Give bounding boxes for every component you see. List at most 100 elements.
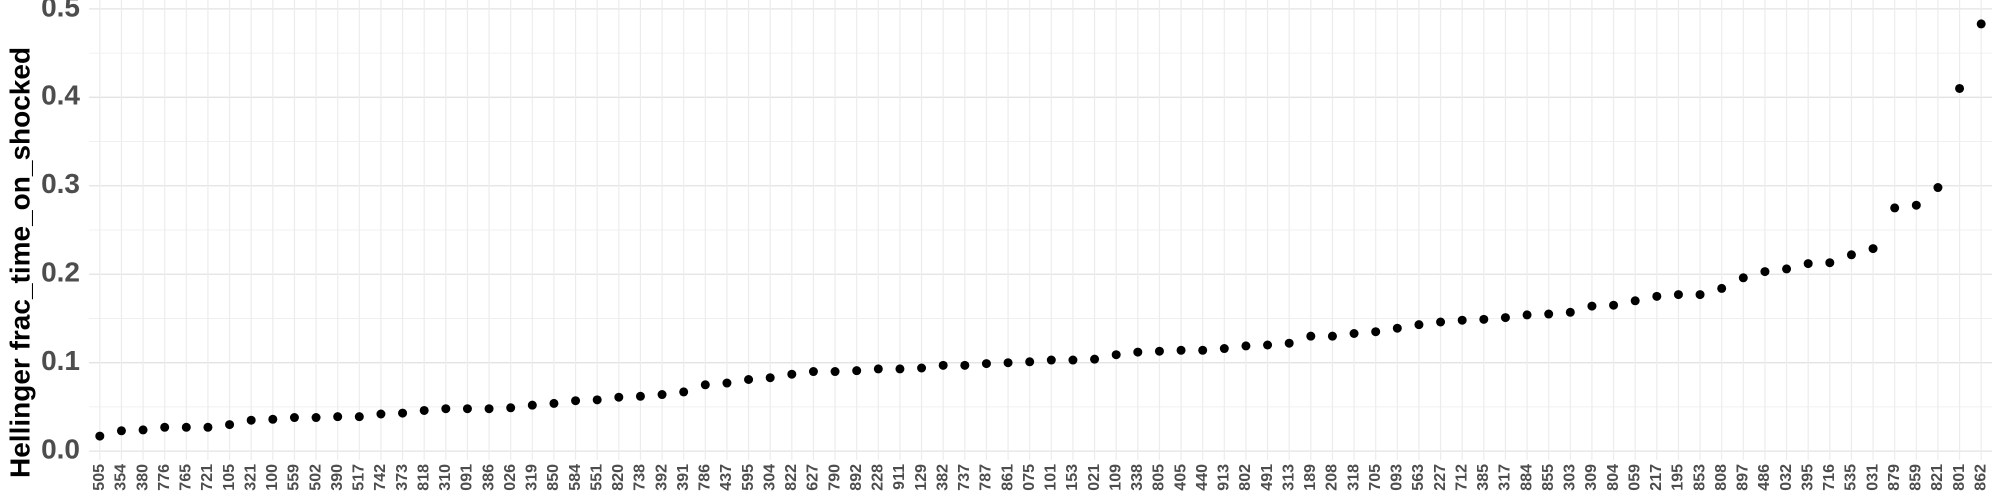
point	[1738, 273, 1748, 283]
x-tick-label: 021	[1086, 464, 1103, 491]
point	[1609, 300, 1619, 310]
x-tick-label: 535	[1843, 464, 1860, 491]
point	[1090, 354, 1100, 364]
x-tick-label: 075	[1021, 464, 1038, 491]
point	[1652, 291, 1662, 301]
x-tick-label: 861	[999, 464, 1016, 491]
x-tick-label: 804	[1605, 464, 1622, 491]
point	[722, 378, 732, 388]
x-tick-label: 153	[1064, 464, 1081, 491]
x-tick-label: 373	[394, 464, 411, 491]
point	[95, 431, 105, 441]
x-tick-label: 354	[113, 464, 130, 491]
x-tick-label: 721	[199, 464, 216, 491]
x-tick-label: 392	[653, 464, 670, 491]
y-tick-label: 0.0	[41, 434, 80, 465]
point	[917, 363, 927, 373]
point	[1111, 350, 1121, 360]
point	[808, 367, 818, 377]
point	[1263, 340, 1273, 350]
point	[1414, 320, 1424, 330]
point	[981, 359, 991, 369]
y-tick-label: 0.5	[41, 0, 80, 22]
point	[1392, 323, 1402, 333]
point	[1565, 307, 1575, 317]
point	[1176, 345, 1186, 355]
point	[160, 422, 170, 432]
x-tick-label: 405	[1172, 464, 1189, 491]
x-tick-label: 437	[718, 464, 735, 491]
point	[1933, 183, 1943, 193]
x-tick-label: 385	[1475, 464, 1492, 491]
x-tick-label: 338	[1129, 464, 1146, 491]
x-tick-label: 776	[156, 464, 173, 491]
x-tick-label: 879	[1886, 464, 1903, 491]
point	[635, 391, 645, 401]
point	[960, 360, 970, 370]
x-tick-label: 313	[1280, 464, 1297, 491]
x-tick-label: 032	[1778, 464, 1795, 491]
point	[527, 400, 537, 410]
x-tick-label: 386	[480, 464, 497, 491]
point	[657, 390, 667, 400]
point	[1349, 329, 1359, 338]
point	[765, 373, 775, 383]
point	[1133, 347, 1143, 357]
x-tick-label: 382	[934, 464, 951, 491]
x-tick-label: 563	[1410, 464, 1427, 491]
point	[787, 369, 797, 379]
point	[873, 364, 883, 374]
point	[700, 380, 710, 390]
point	[1457, 315, 1467, 325]
point	[1068, 355, 1078, 365]
point	[938, 360, 948, 370]
point	[1025, 357, 1035, 367]
point	[462, 404, 472, 414]
x-tick-label: 391	[675, 464, 692, 491]
x-tick-label: 859	[1908, 464, 1925, 491]
x-tick-label: 318	[1345, 464, 1362, 491]
x-tick-label: 911	[891, 464, 908, 490]
point	[1500, 313, 1510, 323]
x-tick-label: 217	[1648, 464, 1665, 491]
x-tick-label: 855	[1540, 464, 1557, 491]
x-tick-label: 440	[1194, 464, 1211, 491]
x-tick-label: 892	[848, 464, 865, 491]
x-tick-label: 790	[826, 464, 843, 491]
point	[116, 426, 126, 436]
point	[1544, 309, 1554, 319]
point	[1198, 345, 1208, 355]
point	[1695, 290, 1705, 300]
x-tick-label: 486	[1756, 464, 1773, 491]
x-tick-label: 805	[1151, 464, 1168, 491]
x-tick-label: 195	[1670, 464, 1687, 491]
x-tick-label: 765	[178, 464, 195, 491]
point	[138, 425, 148, 435]
y-tick-label: 0.3	[41, 168, 80, 199]
x-tick-label: 310	[437, 464, 454, 491]
x-tick-label: 189	[1302, 464, 1319, 491]
x-tick-label: 031	[1864, 464, 1881, 491]
x-tick-label: 395	[1799, 464, 1816, 491]
point	[419, 405, 429, 415]
point	[1284, 338, 1294, 348]
x-tick-label: 712	[1453, 464, 1470, 491]
x-tick-label: 551	[588, 464, 605, 491]
x-tick-label: 100	[264, 464, 281, 491]
x-tick-label: 737	[956, 464, 973, 491]
x-tick-label: 093	[1389, 464, 1406, 491]
point	[744, 375, 754, 384]
point	[1479, 314, 1489, 324]
point	[1803, 259, 1813, 269]
x-tick-label: 853	[1691, 464, 1708, 491]
point	[1673, 290, 1683, 300]
point	[549, 398, 559, 408]
x-tick-label: 380	[134, 464, 151, 491]
x-tick-label: 227	[1432, 464, 1449, 491]
point	[1154, 346, 1164, 356]
x-tick-label: 913	[1216, 464, 1233, 491]
y-tick-label: 0.4	[41, 80, 80, 111]
point	[1911, 200, 1921, 210]
x-tick-label: 801	[1951, 464, 1968, 491]
